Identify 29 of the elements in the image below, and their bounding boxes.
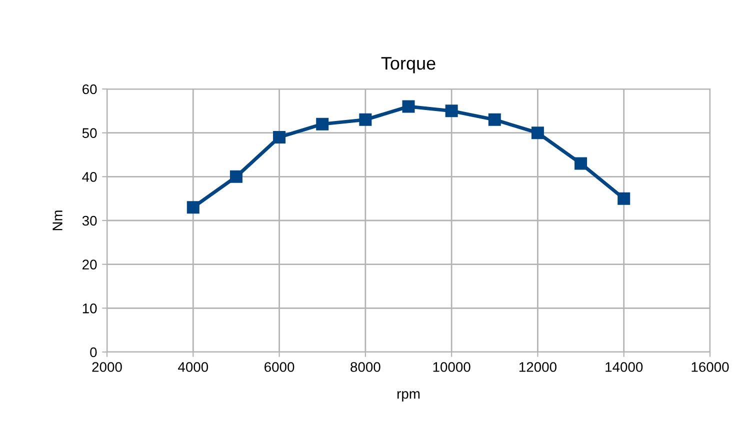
point bbox=[273, 130, 286, 144]
y-tick-label: 40 bbox=[82, 172, 97, 182]
x-tick-label: 8000 bbox=[350, 362, 380, 372]
point bbox=[402, 100, 415, 113]
y-tick-label: 0 bbox=[90, 347, 97, 358]
point bbox=[488, 113, 501, 126]
x-axis-title: rpm bbox=[397, 391, 420, 402]
point bbox=[445, 104, 458, 118]
chart-title: Torque bbox=[381, 57, 436, 74]
point bbox=[186, 201, 200, 214]
point bbox=[618, 192, 630, 205]
x-tick-label: 2000 bbox=[92, 362, 122, 372]
point bbox=[359, 113, 372, 126]
y-tick-label: 20 bbox=[82, 260, 97, 270]
x-tick-label: 10000 bbox=[433, 362, 470, 372]
y-tick-label: 60 bbox=[82, 84, 97, 94]
y-tick-label: 30 bbox=[82, 216, 97, 226]
point bbox=[230, 170, 242, 183]
point bbox=[316, 118, 329, 130]
point bbox=[531, 126, 544, 140]
x-tick-label: 14000 bbox=[606, 362, 643, 372]
x-tick-label: 12000 bbox=[519, 362, 556, 372]
y-tick-label: 50 bbox=[82, 128, 97, 138]
x-tick-label: 4000 bbox=[178, 362, 208, 372]
x-tick-label: 6000 bbox=[264, 362, 294, 372]
y-tick-label: 10 bbox=[82, 304, 97, 314]
y-axis-title: Nm bbox=[52, 210, 62, 230]
point bbox=[574, 157, 588, 170]
x-tick-label: 16000 bbox=[692, 362, 729, 372]
